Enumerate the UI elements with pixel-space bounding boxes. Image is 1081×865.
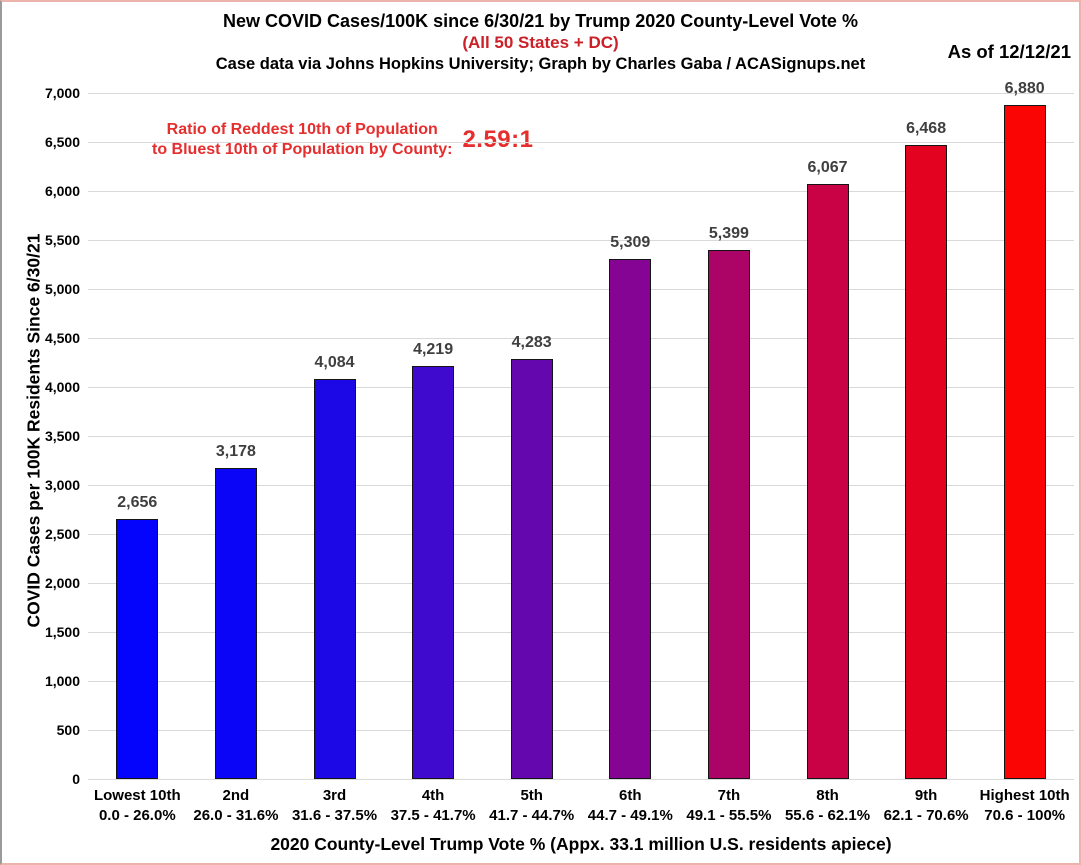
y-tick-label: 0 (72, 771, 80, 787)
x-tick-range: 0.0 - 26.0% (98, 807, 176, 824)
bar-2nd (214, 467, 257, 779)
gridline (88, 288, 1074, 290)
y-tick-label: 1,000 (44, 673, 80, 689)
x-tick-label-8th: 8th 55.6 - 62.1% (758, 786, 898, 826)
gridline (88, 778, 1074, 780)
x-tick-decile: 8th (816, 787, 839, 804)
ratio-annotation-line1: Ratio of Reddest 10th of Population (166, 121, 438, 138)
x-tick-label-4th: 4th 37.5 - 41.7% (363, 786, 503, 826)
x-tick-decile: 7th (717, 787, 741, 804)
x-tick-decile: Lowest 10th (93, 787, 181, 804)
bar-8th (806, 184, 849, 779)
y-tick-label: 3,000 (44, 477, 80, 493)
chart-credit: Case data via Johns Hopkins University; … (215, 55, 866, 73)
gridline (88, 190, 1074, 192)
bar-7th (707, 249, 750, 779)
bar-highest-10th (1003, 104, 1046, 779)
x-tick-range: 41.7 - 44.7% (489, 807, 575, 824)
bar-value-label: 2,656 (117, 493, 158, 511)
x-tick-decile: 6th (619, 787, 642, 804)
bar-9th (905, 145, 948, 779)
gridline (88, 582, 1074, 584)
bar-3rd (313, 378, 356, 779)
x-tick-range: 55.6 - 62.1% (784, 807, 871, 824)
gridline (88, 386, 1074, 388)
x-tick-decile: 4th (421, 787, 445, 804)
ratio-annotation-text: Ratio of Reddest 10th of Population to B… (152, 120, 452, 160)
as-of-date: As of 12/12/21 (947, 41, 1071, 62)
y-tick-label: 1,500 (44, 624, 80, 640)
x-tick-range: 31.6 - 37.5% (291, 807, 378, 824)
y-tick-label: 5,500 (44, 232, 80, 248)
x-axis-title: 2020 County-Level Trump Vote % (Appx. 33… (270, 834, 892, 854)
x-tick-label-3rd: 3rd 31.6 - 37.5% (265, 786, 405, 826)
y-tick-label: 6,500 (44, 134, 80, 150)
bar-value-label: 3,178 (215, 442, 256, 460)
gridline (88, 533, 1074, 535)
y-tick-label: 500 (56, 722, 80, 738)
bar-value-label: 4,084 (314, 353, 355, 371)
x-tick-label-6th: 6th 44.7 - 49.1% (560, 786, 700, 826)
x-tick-label-9th: 9th 62.1 - 70.6% (856, 786, 996, 826)
y-tick-label: 7,000 (44, 85, 80, 101)
x-tick-label-lowest-10th: Lowest 10th 0.0 - 26.0% (67, 786, 207, 826)
gridline (88, 484, 1074, 486)
gridline (88, 435, 1074, 437)
bar-6th (609, 258, 652, 779)
ratio-value: 2.59:1 (462, 126, 534, 153)
x-tick-decile: 9th (914, 787, 938, 804)
x-tick-decile: 2nd (222, 787, 250, 804)
y-tick-label: 2,500 (44, 526, 80, 542)
x-tick-decile: Highest 10th (979, 787, 1070, 804)
bar-value-label: 6,067 (807, 159, 848, 177)
bar-4th (412, 365, 455, 779)
x-tick-range: 70.6 - 100% (984, 807, 1066, 824)
y-tick-label: 5,000 (44, 281, 80, 297)
x-tick-label-7th: 7th 49.1 - 55.5% (659, 786, 799, 826)
gridline (88, 141, 1074, 143)
x-tick-decile: 5th (520, 787, 543, 804)
chart-subtitle: (All 50 States + DC) (462, 33, 619, 52)
x-tick-range: 62.1 - 70.6% (883, 807, 969, 824)
ratio-annotation-line2: to Bluest 10th of Population by County: (152, 141, 453, 158)
bar-lowest-10th (116, 518, 159, 779)
bar-value-label: 6,468 (906, 120, 947, 138)
bar-value-label: 5,399 (708, 224, 749, 242)
y-tick-label: 4,500 (44, 330, 80, 346)
y-tick-label: 2,000 (44, 575, 80, 591)
bar-value-label: 5,309 (610, 233, 651, 251)
bar-5th (510, 359, 553, 779)
x-tick-range: 26.0 - 31.6% (193, 807, 279, 824)
chart-title: New COVID Cases/100K since 6/30/21 by Tr… (223, 11, 858, 31)
x-tick-decile: 3rd (322, 787, 347, 804)
y-tick-label: 4,000 (44, 379, 80, 395)
bar-value-label: 6,880 (1004, 79, 1045, 97)
x-tick-label-highest-10th: Highest 10th 70.6 - 100% (955, 786, 1079, 826)
bar-value-label: 4,283 (511, 334, 552, 352)
x-tick-label-2nd: 2nd 26.0 - 31.6% (166, 786, 306, 826)
ratio-annotation: Ratio of Reddest 10th of Population to B… (152, 120, 534, 160)
y-tick-label: 3,500 (44, 428, 80, 444)
x-tick-label-5th: 5th 41.7 - 44.7% (462, 786, 602, 826)
x-tick-range: 49.1 - 55.5% (686, 807, 772, 824)
x-tick-range: 44.7 - 49.1% (587, 807, 673, 824)
gridline (88, 239, 1074, 241)
gridline (88, 337, 1074, 339)
gridline (88, 680, 1074, 682)
gridline (88, 92, 1074, 94)
x-tick-range: 37.5 - 41.7% (390, 807, 476, 824)
bar-value-label: 4,219 (413, 340, 454, 358)
y-tick-label: 6,000 (44, 183, 80, 199)
plot-area (88, 92, 1074, 780)
gridline (88, 729, 1074, 731)
gridline (88, 631, 1074, 633)
